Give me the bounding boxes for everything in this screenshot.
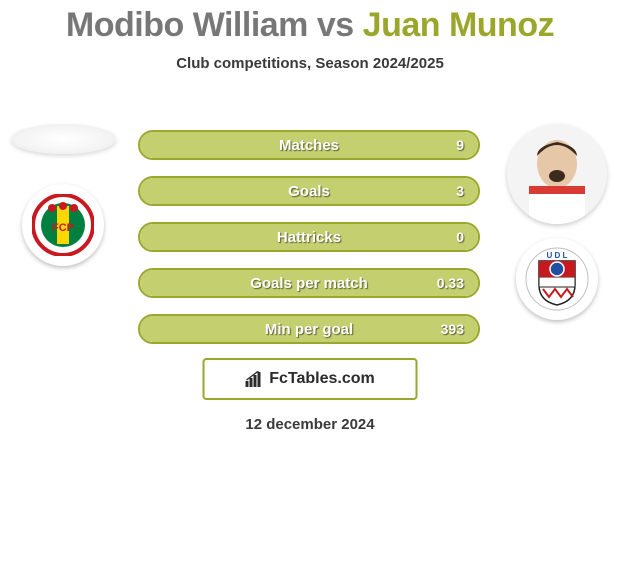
stat-value: 0.33 xyxy=(437,275,464,291)
club-badge-udl-icon: U D L xyxy=(525,247,589,311)
stat-value: 0 xyxy=(456,229,464,245)
stat-bar: Min per goal 393 xyxy=(138,314,480,344)
stat-value: 393 xyxy=(441,321,464,337)
player1-column: FCP xyxy=(8,124,118,266)
stat-bar: Hattricks 0 xyxy=(138,222,480,252)
stats-bars: Matches 9 Goals 3 Hattricks 0 Goals per … xyxy=(138,130,480,360)
stat-bar: Matches 9 xyxy=(138,130,480,160)
player2-photo xyxy=(507,124,607,224)
stat-label: Goals xyxy=(288,183,330,200)
stat-label: Min per goal xyxy=(265,321,353,338)
stat-bar: Goals 3 xyxy=(138,176,480,206)
branding-box[interactable]: FcTables.com xyxy=(203,358,418,400)
stat-value: 3 xyxy=(456,183,464,199)
club-badge-fcp-icon: FCP xyxy=(32,194,94,256)
stat-value: 9 xyxy=(456,137,464,153)
svg-text:FCP: FCP xyxy=(52,222,74,234)
stat-label: Goals per match xyxy=(250,275,368,292)
stat-label: Hattricks xyxy=(277,229,341,246)
player1-name: Modibo William xyxy=(66,6,308,44)
player1-photo-placeholder xyxy=(11,124,116,154)
vs-text: vs xyxy=(317,6,354,44)
subtitle: Club competitions, Season 2024/2025 xyxy=(0,55,620,72)
date-text: 12 december 2024 xyxy=(0,416,620,433)
bar-chart-icon xyxy=(245,371,263,387)
branding-text: FcTables.com xyxy=(269,370,375,388)
comparison-title: Modibo William vs Juan Munoz xyxy=(0,6,620,45)
stat-bar: Goals per match 0.33 xyxy=(138,268,480,298)
player2-portrait-icon xyxy=(507,124,607,224)
player2-club-badge: U D L xyxy=(516,238,598,320)
player2-column: U D L xyxy=(502,124,612,320)
svg-text:U D L: U D L xyxy=(547,251,568,260)
player2-name: Juan Munoz xyxy=(363,6,554,44)
player1-club-badge: FCP xyxy=(22,184,104,266)
stat-label: Matches xyxy=(279,137,339,154)
